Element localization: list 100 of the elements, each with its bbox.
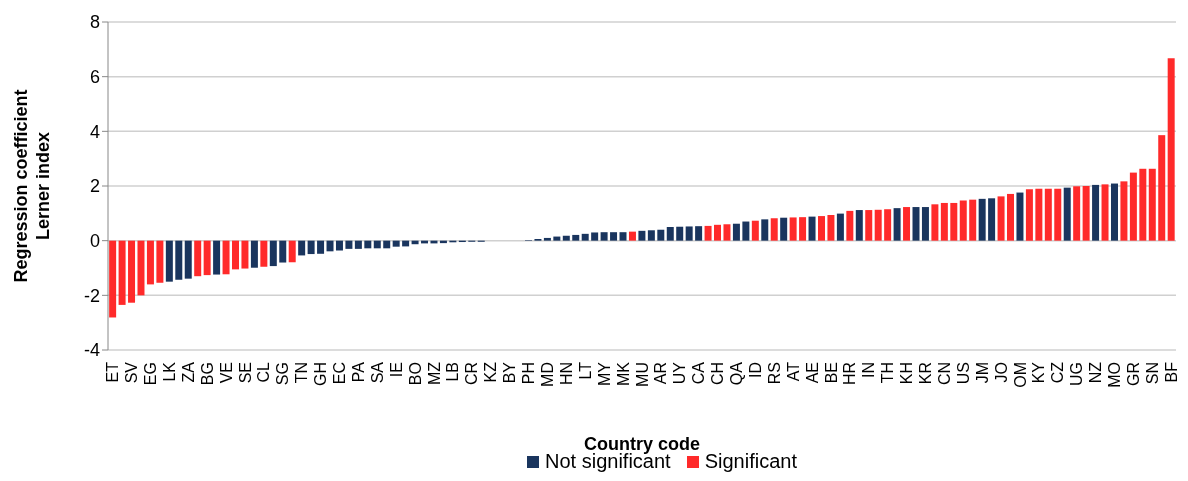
x-tick-label: MY — [595, 361, 613, 386]
bar — [203, 240, 211, 276]
bar — [931, 204, 939, 241]
x-tick-label: CH — [709, 362, 727, 386]
bar — [827, 214, 835, 241]
x-tick-label: SE — [236, 362, 254, 384]
bar — [137, 240, 145, 296]
bar — [572, 234, 580, 241]
bar — [714, 224, 722, 241]
bar — [685, 226, 693, 241]
x-tick-label: QA — [728, 361, 746, 386]
y-tick-label: 4 — [89, 121, 100, 142]
x-tick-label: IN — [860, 362, 878, 378]
bar — [553, 236, 561, 241]
x-tick-label: BF — [1162, 361, 1180, 383]
x-tick-label: MZ — [425, 361, 443, 386]
x-tick-label: BY — [501, 361, 519, 384]
bar — [780, 217, 788, 241]
bar — [364, 240, 372, 249]
bar — [1016, 192, 1024, 241]
y-axis-title: Regression coefficient Lerner index — [11, 89, 53, 283]
x-tick-label: HN — [557, 362, 575, 386]
bar — [732, 223, 740, 241]
bar — [808, 216, 816, 241]
x-tick-label: EG — [142, 362, 160, 386]
x-tick-label: JO — [992, 362, 1010, 383]
x-tick-label: HR — [841, 362, 859, 386]
bar — [109, 240, 117, 318]
x-tick-label: CL — [255, 361, 273, 383]
bar — [392, 240, 400, 247]
x-tick-label: LB — [444, 362, 462, 382]
bar — [799, 217, 807, 241]
y-tick-label: 6 — [89, 67, 100, 88]
bar — [1110, 183, 1118, 241]
bar — [742, 221, 750, 241]
bar — [874, 209, 882, 241]
bar — [194, 240, 202, 277]
bar — [279, 240, 287, 263]
bar — [326, 240, 334, 252]
x-tick-label: MO — [1106, 362, 1124, 388]
bar — [959, 200, 967, 241]
y-tick-label: 8 — [89, 12, 100, 33]
x-tick-label: AT — [784, 361, 802, 382]
x-tick-label: EC — [331, 362, 349, 385]
bar — [591, 232, 599, 241]
x-tick-label: SA — [368, 361, 386, 384]
x-tick-label: KR — [917, 362, 935, 385]
bar — [676, 226, 684, 241]
x-tick-label: CR — [463, 362, 481, 386]
x-tick-label: BE — [822, 362, 840, 384]
x-tick-label: GR — [1124, 362, 1142, 386]
bar — [817, 216, 825, 241]
bar — [345, 240, 353, 249]
x-tick-label: KH — [898, 362, 916, 385]
bar — [921, 207, 929, 241]
legend-label: Significant — [704, 450, 797, 472]
bar — [997, 196, 1005, 241]
y-tick-label: 0 — [89, 231, 100, 252]
bar — [628, 231, 636, 241]
bar — [836, 213, 844, 241]
bar — [1054, 188, 1062, 241]
bar — [1044, 188, 1052, 241]
x-tick-label: AR — [652, 362, 670, 385]
x-tick-label: CZ — [1049, 361, 1067, 384]
x-tick-label: KZ — [482, 361, 500, 383]
bar — [884, 209, 892, 241]
bar — [1148, 168, 1156, 241]
x-tick-label: TN — [293, 362, 311, 384]
bar — [298, 240, 306, 256]
bar — [335, 240, 343, 251]
bar — [373, 240, 381, 249]
bar — [846, 210, 854, 241]
x-tick-label: SG — [274, 362, 292, 386]
x-tick-label: VE — [217, 362, 235, 384]
bar — [940, 202, 948, 241]
bar — [1129, 172, 1137, 241]
bar — [1101, 184, 1109, 241]
bar — [1120, 181, 1128, 241]
bar — [610, 232, 618, 241]
bar — [695, 226, 703, 241]
bar — [269, 240, 277, 267]
x-tick-label: KY — [1030, 361, 1048, 384]
bar — [232, 240, 239, 270]
bar — [165, 240, 173, 282]
bar — [638, 230, 646, 241]
x-tick-label: ZA — [179, 361, 197, 383]
bar — [1035, 188, 1043, 241]
x-axis-title: Country code — [583, 434, 701, 454]
x-tick-label: PA — [349, 361, 367, 383]
bar — [213, 240, 221, 275]
bar — [383, 240, 391, 249]
x-tick-label: MU — [633, 362, 651, 387]
bar — [969, 199, 977, 241]
bar — [647, 230, 655, 241]
bar — [988, 198, 996, 241]
y-tick-label: -4 — [83, 340, 100, 361]
bar — [260, 240, 268, 267]
bar — [317, 240, 325, 254]
x-tick-label: RS — [765, 362, 783, 385]
bar — [855, 210, 863, 241]
